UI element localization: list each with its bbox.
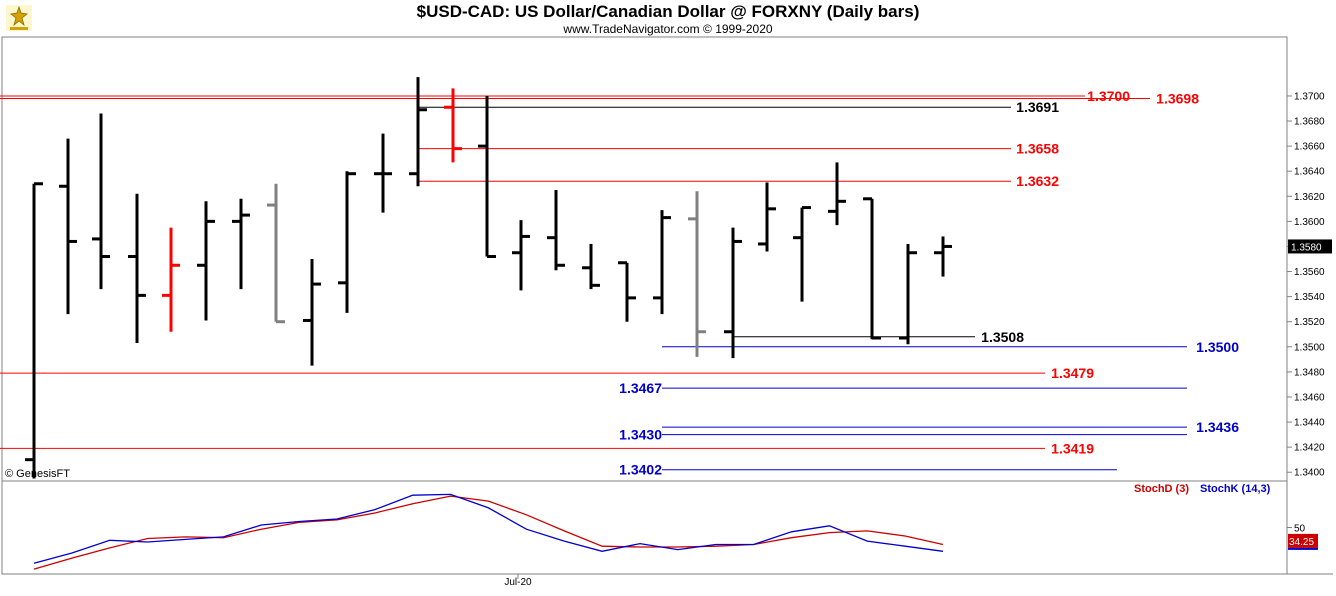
ohlc-bar-8 bbox=[303, 259, 321, 366]
ohlc-bar-6 bbox=[232, 198, 250, 290]
trading-bull-logo-icon bbox=[6, 5, 32, 31]
ohlc-bar-13 bbox=[478, 95, 496, 258]
level-label-1.3658: 1.3658 bbox=[1016, 141, 1059, 157]
ohlc-bar-11 bbox=[409, 77, 427, 187]
ohlc-bar-23 bbox=[828, 162, 846, 226]
y-tick-label-7: 1.3540 bbox=[1294, 292, 1325, 303]
ohlc-bar-17 bbox=[618, 261, 636, 322]
level-label-1.3508: 1.3508 bbox=[981, 329, 1024, 345]
data-credit: © GenesisFT bbox=[5, 468, 70, 480]
y-tick-label-11: 1.3620 bbox=[1294, 192, 1325, 203]
ohlc-bar-9 bbox=[338, 171, 356, 313]
y-tick-label-8: 1.3560 bbox=[1294, 267, 1325, 278]
level-label-1.3632: 1.3632 bbox=[1016, 173, 1059, 189]
legend-stochk: StochK (14,3) bbox=[1200, 483, 1271, 495]
y-tick-label-14: 1.3680 bbox=[1294, 117, 1325, 128]
indicator-last-box bbox=[1288, 533, 1318, 548]
level-label-1.3402: 1.3402 bbox=[619, 462, 662, 478]
ohlc-bar-7 bbox=[267, 183, 285, 324]
ohlc-bar-16 bbox=[582, 243, 600, 290]
y-tick-label-15: 1.3700 bbox=[1294, 91, 1325, 102]
ohlc-bar-5 bbox=[197, 201, 215, 321]
y-tick-label-13: 1.3660 bbox=[1294, 142, 1325, 153]
y-tick-label-10: 1.3600 bbox=[1294, 217, 1325, 228]
y-tick-label-2: 1.3440 bbox=[1294, 418, 1325, 429]
level-label-1.3419: 1.3419 bbox=[1051, 440, 1094, 456]
ohlc-bar-22 bbox=[793, 206, 811, 302]
level-label-1.3500: 1.3500 bbox=[1196, 339, 1239, 355]
ohlc-bar-12 bbox=[444, 88, 462, 163]
level-label-1.3698: 1.3698 bbox=[1156, 90, 1199, 106]
level-label-1.3430: 1.3430 bbox=[619, 427, 662, 443]
ohlc-bar-24 bbox=[863, 197, 881, 340]
ohlc-bar-2 bbox=[92, 113, 110, 290]
legend-stochd: StochD (3) bbox=[1134, 483, 1189, 495]
ohlc-bar-19 bbox=[688, 191, 706, 357]
indicator-last-label: 34.25 bbox=[1289, 537, 1314, 548]
last-price-box bbox=[1288, 239, 1332, 254]
level-label-1.3467: 1.3467 bbox=[619, 380, 662, 396]
last-price-label: 1.3580 bbox=[1291, 242, 1322, 253]
y-tick-label-3: 1.3460 bbox=[1294, 392, 1325, 403]
ohlc-bar-18 bbox=[653, 210, 671, 315]
y-tick-label-6: 1.3520 bbox=[1294, 317, 1325, 328]
y-tick-label-0: 1.3400 bbox=[1294, 468, 1325, 479]
ohlc-bar-3 bbox=[128, 193, 146, 344]
date-tick-label-jul20: Jul-20 bbox=[504, 577, 532, 588]
ohlc-bar-4 bbox=[162, 227, 180, 332]
y-tick-label-5: 1.3500 bbox=[1294, 342, 1325, 353]
level-label-1.3436: 1.3436 bbox=[1196, 419, 1239, 435]
level-label-1.3479: 1.3479 bbox=[1051, 365, 1094, 381]
ohlc-bar-25 bbox=[899, 243, 917, 345]
ohlc-bar-26 bbox=[934, 236, 952, 277]
level-label-1.3700: 1.3700 bbox=[1087, 88, 1130, 104]
indicator-tick-label-50: 50 bbox=[1294, 524, 1306, 535]
y-tick-label-1: 1.3420 bbox=[1294, 443, 1325, 454]
ohlc-bar-10 bbox=[374, 133, 392, 213]
indicator-plot-frame bbox=[1, 480, 1288, 575]
y-tick-label-4: 1.3480 bbox=[1294, 367, 1325, 378]
ohlc-bar-20 bbox=[724, 227, 742, 359]
ohlc-bar-0 bbox=[25, 182, 43, 479]
y-tick-label-12: 1.3640 bbox=[1294, 167, 1325, 178]
chart-subtitle: www.TradeNavigator.com © 1999-2020 bbox=[563, 22, 773, 36]
ohlc-bar-14 bbox=[512, 220, 530, 291]
ohlc-bar-1 bbox=[59, 138, 77, 315]
stochd-line bbox=[33, 495, 944, 570]
chart-title: $USD-CAD: US Dollar/Canadian Dollar @ FO… bbox=[416, 2, 920, 21]
ohlc-bar-21 bbox=[758, 182, 776, 252]
stochk-line bbox=[33, 493, 944, 564]
ohlc-bar-15 bbox=[547, 190, 565, 271]
level-label-1.3691: 1.3691 bbox=[1016, 99, 1059, 115]
